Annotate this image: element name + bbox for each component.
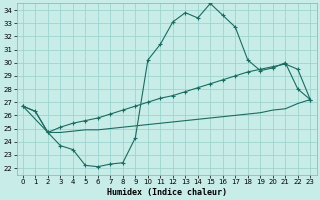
X-axis label: Humidex (Indice chaleur): Humidex (Indice chaleur) [107, 188, 227, 197]
